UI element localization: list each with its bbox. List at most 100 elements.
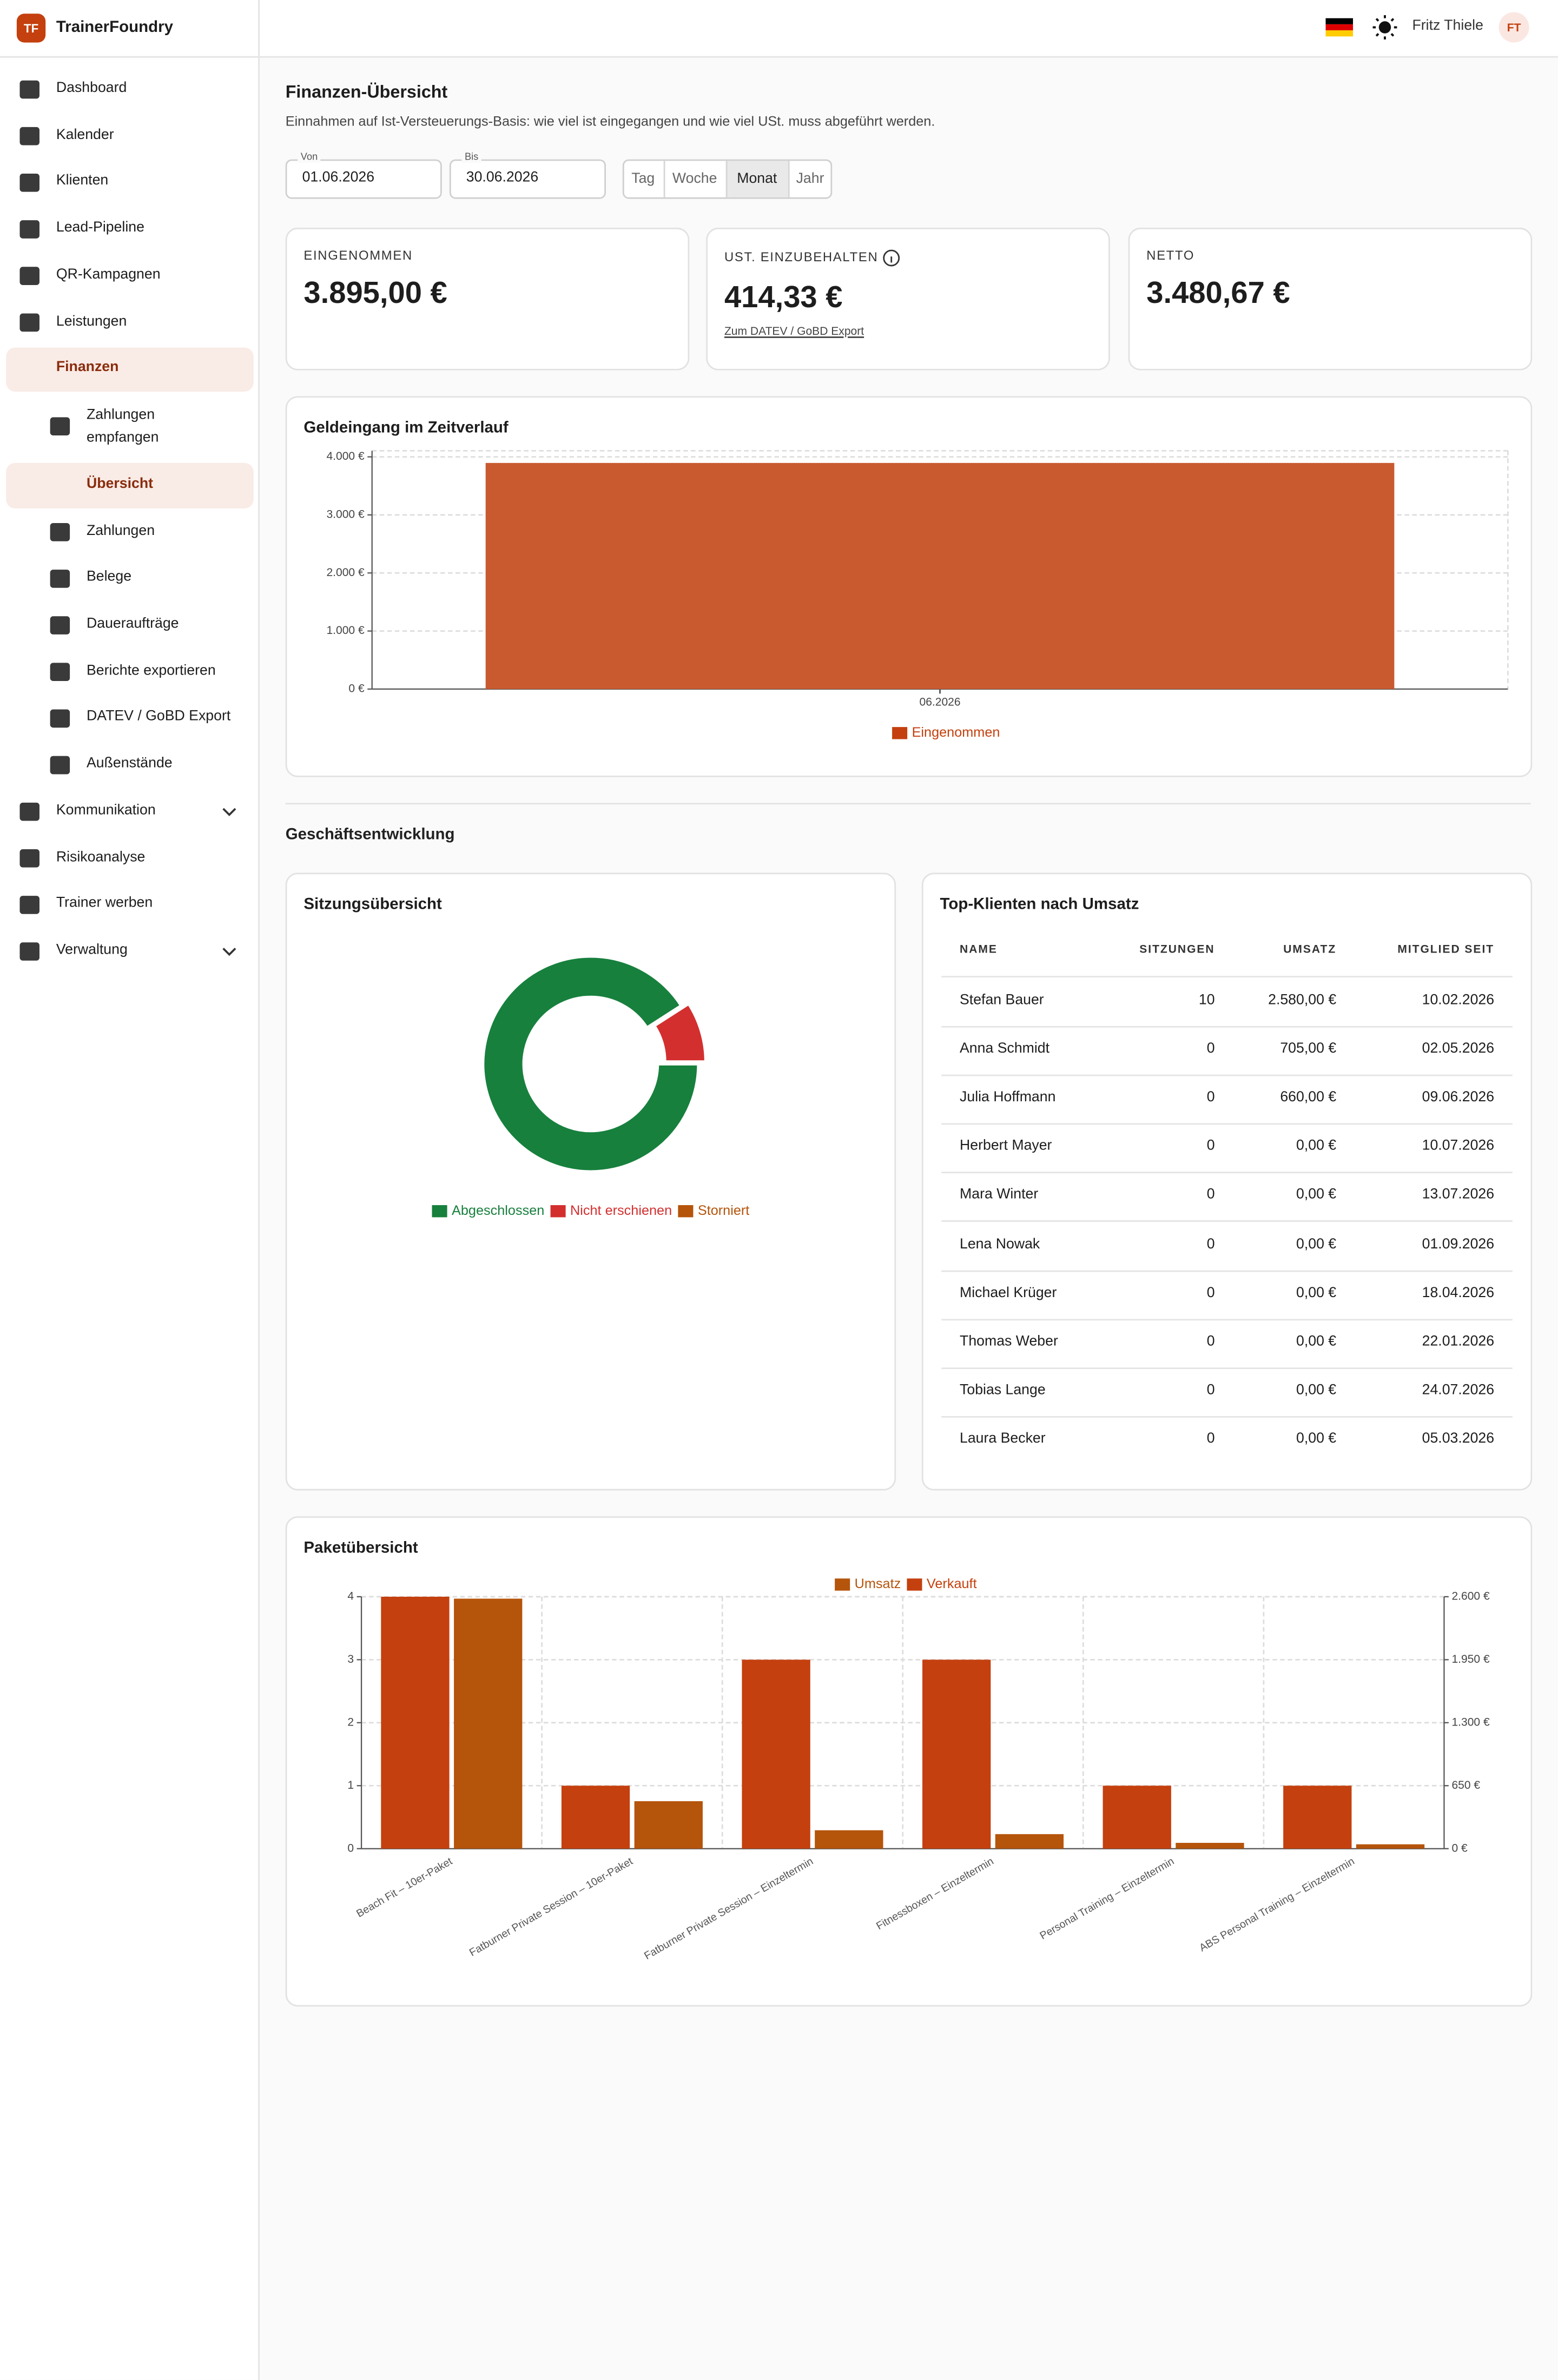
nav-subitem[interactable]: DATEV / GoBD Export <box>86 709 231 726</box>
y-tick-label: 4.000 € <box>326 450 364 462</box>
chart-title: Sitzungsübersicht <box>303 895 442 914</box>
table-cell: 0 <box>1206 1381 1215 1399</box>
table-cell: 705,00 € <box>1280 1040 1337 1057</box>
sidebar-top <box>0 56 259 58</box>
nav-item[interactable]: Lead-Pipeline <box>56 219 144 236</box>
table-cell: 05.03.2026 <box>1422 1430 1495 1447</box>
date-label: Von <box>298 152 321 164</box>
kpi-card <box>706 227 1110 371</box>
nav-icon <box>19 849 39 868</box>
table-cell: Anna Schmidt <box>960 1040 1050 1057</box>
nav-subitem[interactable]: Daueraufträge <box>86 615 179 632</box>
table-rule <box>941 1221 1513 1222</box>
legend-label: Nicht erschienen <box>570 1203 672 1218</box>
table-cell: 0,00 € <box>1296 1138 1337 1155</box>
table-cell: 660,00 € <box>1280 1089 1337 1106</box>
nav-item[interactable]: Klienten <box>56 173 109 190</box>
nav-subitem[interactable]: Zahlungen empfangen <box>86 406 159 446</box>
nav-item[interactable]: QR-Kampagnen <box>56 266 161 283</box>
table-cell: Lena Nowak <box>960 1235 1040 1253</box>
legend-swatch <box>892 727 908 739</box>
nav-subitem[interactable]: Berichte exportieren <box>86 662 216 679</box>
table-cell: 10.07.2026 <box>1422 1138 1495 1155</box>
legend-label: Abgeschlossen <box>452 1203 544 1218</box>
bar <box>1176 1842 1244 1849</box>
y2-tick-label: 1.950 € <box>1451 1653 1489 1665</box>
bar <box>742 1660 810 1849</box>
flag-de <box>1325 18 1354 24</box>
table-cell: 0 <box>1206 1187 1215 1204</box>
nav-icon <box>50 663 70 682</box>
table-title: Top-Klienten nach Umsatz <box>940 895 1139 914</box>
bar <box>561 1786 630 1849</box>
period-button[interactable]: Woche <box>672 170 717 187</box>
bar <box>995 1834 1064 1849</box>
table-header: SITZUNGEN <box>1139 942 1215 956</box>
nav-item[interactable]: Verwaltung <box>56 941 128 958</box>
table-cell: 13.07.2026 <box>1422 1187 1495 1204</box>
period-button[interactable]: Monat <box>737 170 777 187</box>
period-sep <box>663 161 665 197</box>
nav-subitem[interactable]: Zahlungen <box>86 522 155 539</box>
legend-swatch <box>907 1578 922 1591</box>
nav-item[interactable]: Leistungen <box>56 313 127 330</box>
table-cell: Stefan Bauer <box>960 991 1044 1009</box>
kpi-label: UST. EINZUBEHALTEN <box>724 249 879 265</box>
nav-item[interactable]: Finanzen <box>56 359 119 376</box>
table-rule <box>941 1416 1513 1418</box>
period-button[interactable]: Jahr <box>796 170 824 187</box>
nav-active <box>6 462 254 508</box>
table-cell: 0,00 € <box>1296 1187 1337 1204</box>
nav-item[interactable]: Risikoanalyse <box>56 848 146 865</box>
kpi-card <box>1128 227 1533 371</box>
nav-item[interactable]: Trainer werben <box>56 895 153 912</box>
legend-swatch <box>432 1205 447 1218</box>
date-input[interactable] <box>285 159 442 199</box>
section-title: Geschäftsentwicklung <box>285 825 455 844</box>
app-name: TrainerFoundry <box>56 18 174 37</box>
date-value: 01.06.2026 <box>302 169 375 186</box>
kpi-link[interactable]: Zum DATEV / GoBD Export <box>724 324 864 338</box>
date-label: Bis <box>461 152 481 164</box>
nav-subitem[interactable]: Belege <box>86 568 132 586</box>
table-cell: Tobias Lange <box>960 1381 1046 1399</box>
nav-icon <box>19 127 39 146</box>
nav-subitem[interactable]: Übersicht <box>86 475 154 493</box>
period-sep <box>788 161 790 197</box>
table-cell: 0,00 € <box>1296 1381 1337 1399</box>
y-tick-label: 1 <box>347 1779 354 1791</box>
nav-subitem[interactable]: Außenstände <box>86 755 173 772</box>
divider <box>285 803 1531 805</box>
table-rule <box>941 1123 1513 1125</box>
avatar[interactable] <box>1498 12 1529 43</box>
user-name[interactable]: Fritz Thiele <box>1412 17 1483 35</box>
flag-de <box>1325 30 1354 37</box>
nav-item[interactable]: Dashboard <box>56 80 127 97</box>
table-header: UMSATZ <box>1283 942 1337 956</box>
nav-icon <box>19 313 39 332</box>
x-tick-label: Beach Fit – 10er-Paket <box>354 1855 454 1920</box>
kpi-value: 414,33 € <box>724 281 843 315</box>
legend-label: Storniert <box>698 1203 749 1218</box>
sidebar <box>0 0 260 2380</box>
table-cell: Herbert Mayer <box>960 1138 1052 1155</box>
nav-item[interactable]: Kommunikation <box>56 802 156 819</box>
date-input[interactable] <box>449 159 606 199</box>
table-cell: 18.04.2026 <box>1422 1284 1495 1301</box>
logo-badge <box>16 14 46 43</box>
date-value: 30.06.2026 <box>466 169 539 186</box>
table-cell: 10.02.2026 <box>1422 991 1495 1009</box>
table-rule <box>941 1026 1513 1028</box>
bar <box>1283 1786 1352 1849</box>
x-tick-label: ABS Personal Training – Einzeltermin <box>1197 1855 1356 1954</box>
period-button[interactable]: Tag <box>631 170 655 187</box>
table-cell: Thomas Weber <box>960 1333 1058 1350</box>
nav-icon <box>19 267 39 285</box>
nav-item[interactable]: Kalender <box>56 126 114 143</box>
kpi-card <box>285 227 690 371</box>
nav-icon <box>50 417 70 436</box>
table-cell: 22.01.2026 <box>1422 1333 1495 1350</box>
y2-tick-label: 0 € <box>1451 1842 1468 1854</box>
